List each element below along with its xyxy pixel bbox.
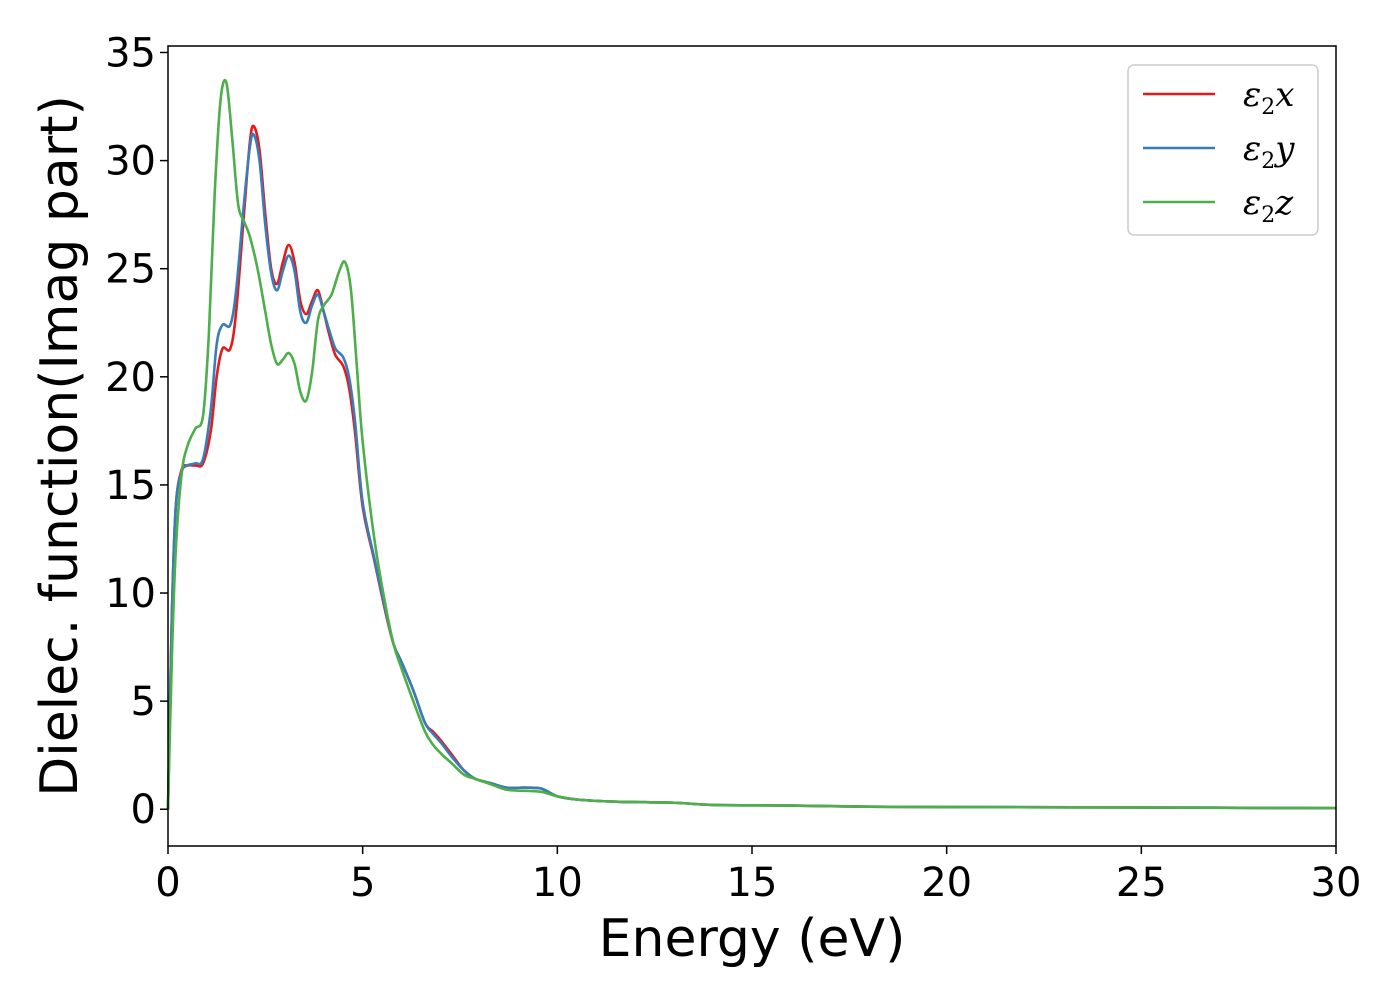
y-tick-label: 20 — [105, 355, 156, 401]
x-axis-ticks: 0 5 10 15 20 25 30 — [155, 846, 1361, 906]
x-tick-label: 15 — [727, 860, 778, 906]
x-tick-label: 5 — [350, 860, 375, 906]
legend-label-y: ε2y — [1243, 129, 1295, 174]
legend-box — [1127, 64, 1319, 236]
legend: ε2x ε2y ε2z — [1127, 64, 1319, 236]
y-tick-label: 35 — [105, 30, 156, 76]
y-axis-label: Dielec. function(Imag part) — [30, 95, 90, 797]
y-tick-label: 10 — [105, 571, 156, 617]
y-tick-label: 25 — [105, 247, 156, 293]
y-tick-label: 5 — [131, 679, 156, 725]
series-line-z — [166, 78, 1337, 810]
series-layer — [166, 78, 1337, 810]
y-tick-label: 0 — [131, 787, 156, 833]
x-tick-label: 25 — [1116, 860, 1167, 906]
legend-label-z: ε2z — [1243, 183, 1294, 228]
x-axis-label: Energy (eV) — [599, 909, 906, 969]
y-tick-label: 15 — [105, 463, 156, 509]
x-tick-label: 20 — [921, 860, 972, 906]
x-tick-label: 0 — [155, 860, 180, 906]
y-axis-ticks: 0 5 10 15 20 25 30 35 — [105, 30, 168, 833]
x-tick-label: 10 — [532, 860, 583, 906]
legend-label-x: ε2x — [1243, 75, 1294, 120]
x-tick-label: 30 — [1311, 860, 1362, 906]
y-tick-label: 30 — [105, 139, 156, 185]
